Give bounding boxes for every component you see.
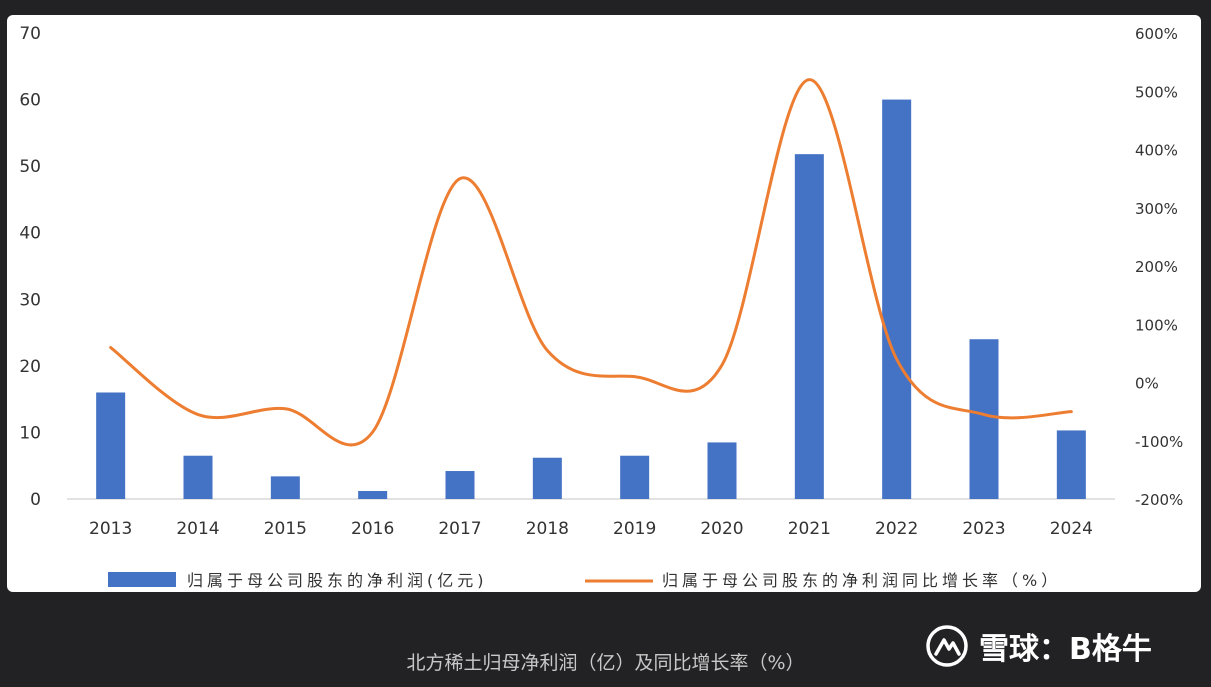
bar bbox=[620, 455, 650, 499]
x-tick-label: 2015 bbox=[264, 519, 307, 539]
y-left-tick-label: 40 bbox=[19, 224, 41, 244]
x-tick-label: 2023 bbox=[962, 519, 1005, 539]
x-tick-label: 2022 bbox=[875, 519, 918, 539]
y-left-tick-label: 60 bbox=[19, 91, 41, 111]
xueqiu-logo-icon bbox=[926, 625, 968, 667]
y-right-tick-label: 500% bbox=[1135, 83, 1178, 101]
bar bbox=[270, 476, 300, 499]
legend-bar-swatch bbox=[108, 572, 176, 587]
bar bbox=[882, 99, 912, 500]
y-left-tick-label: 50 bbox=[19, 157, 41, 177]
chart-card: 0 10 20 30 40 50 60 70 -200% -100% 0% 100% 200% 300% 4… bbox=[7, 15, 1201, 592]
y-left-tick-label: 10 bbox=[19, 423, 41, 443]
x-tick-label: 2019 bbox=[613, 519, 656, 539]
y-left-tick-label: 0 bbox=[30, 490, 41, 510]
y-right-tick-label: 0% bbox=[1135, 375, 1159, 393]
x-tick-label: 2014 bbox=[176, 519, 219, 539]
chart: 0 10 20 30 40 50 60 70 -200% -100% 0% 100% 200% 300% 4… bbox=[19, 24, 1183, 590]
y-left-tick-label: 20 bbox=[19, 357, 41, 377]
chart-caption: 北方稀土归母净利润（亿）及同比增长率（%） bbox=[406, 652, 805, 674]
y-right-tick-label: -200% bbox=[1135, 491, 1183, 509]
watermark-text: 雪球：B格牛 bbox=[979, 632, 1152, 667]
bar bbox=[707, 442, 737, 499]
y-right-tick-label: 600% bbox=[1135, 25, 1178, 43]
bar bbox=[183, 455, 213, 499]
y-right-tick-label: 300% bbox=[1135, 200, 1178, 218]
series-line bbox=[109, 78, 1073, 447]
bar bbox=[358, 491, 388, 499]
y-left-tick-label: 30 bbox=[19, 290, 41, 310]
bar bbox=[532, 457, 562, 499]
x-tick-label: 2017 bbox=[438, 519, 481, 539]
x-tick-label: 2021 bbox=[788, 519, 831, 539]
legend-line-label: 归属于母公司股东的净利润同比增长率（%） bbox=[662, 571, 1061, 590]
legend-bar-label: 归属于母公司股东的净利润(亿元) bbox=[187, 571, 488, 590]
x-tick-label: 2018 bbox=[526, 519, 569, 539]
bar bbox=[1056, 430, 1086, 499]
y-left-tick-label: 70 bbox=[19, 24, 41, 44]
bar bbox=[969, 339, 999, 499]
y-right-tick-label: 100% bbox=[1135, 316, 1178, 334]
x-tick-label: 2013 bbox=[89, 519, 132, 539]
x-tick-label: 2020 bbox=[700, 519, 743, 539]
x-tick-label: 2016 bbox=[351, 519, 394, 539]
y-right-tick-label: 200% bbox=[1135, 258, 1178, 276]
y-right-tick-label: 400% bbox=[1135, 142, 1178, 160]
bar bbox=[96, 392, 126, 499]
x-tick-label: 2024 bbox=[1050, 519, 1093, 539]
bar bbox=[794, 154, 824, 499]
bar bbox=[445, 471, 475, 499]
watermark: 雪球：B格牛 bbox=[925, 622, 1152, 670]
y-right-tick-label: -100% bbox=[1135, 433, 1183, 451]
